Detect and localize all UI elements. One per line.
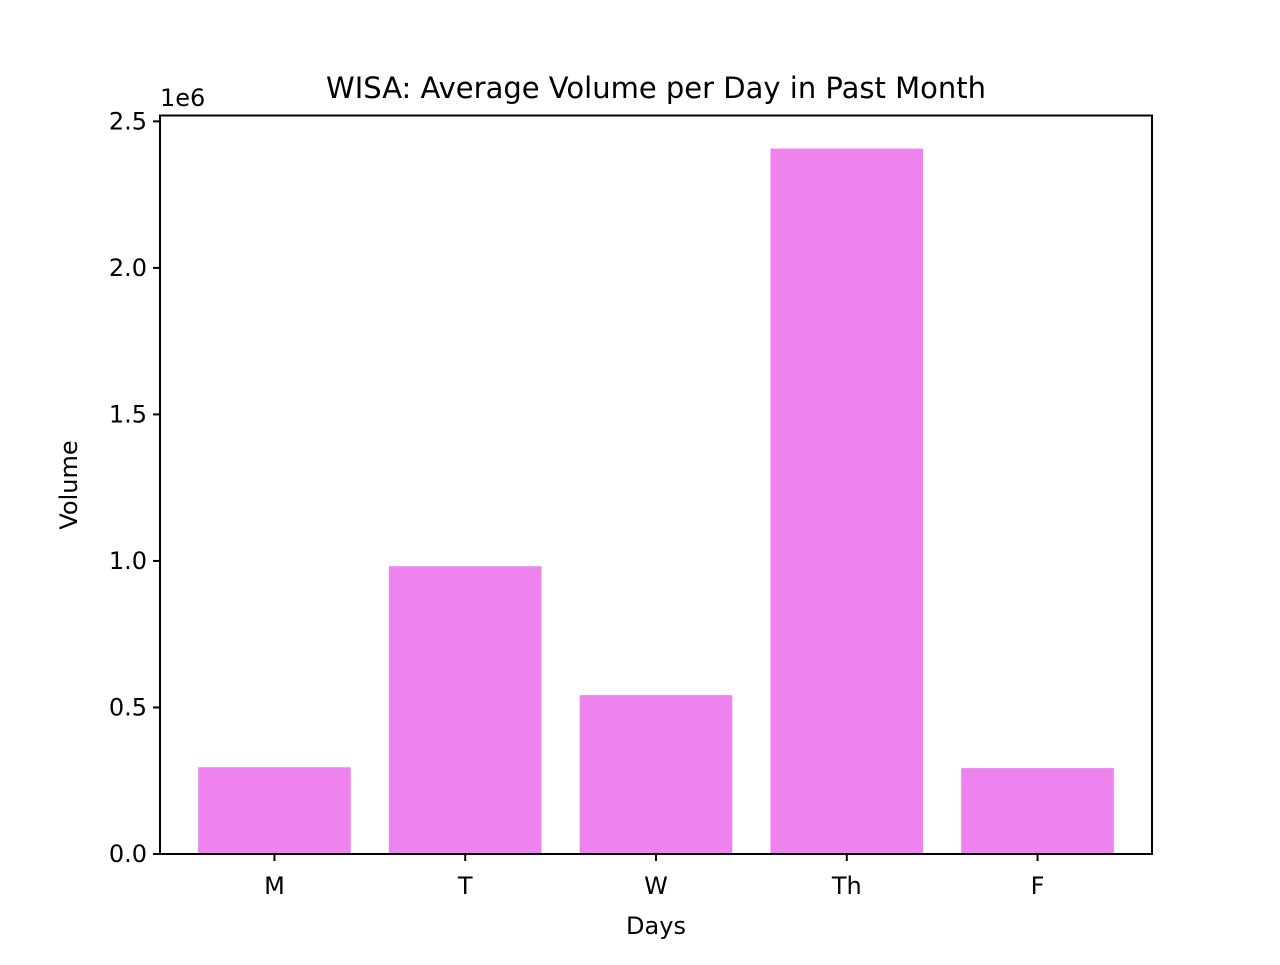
y-tick-label: 2.5 bbox=[109, 107, 147, 135]
x-tick-label: F bbox=[1031, 872, 1045, 900]
bar-Th bbox=[770, 148, 924, 854]
y-tick-label: 0.5 bbox=[109, 693, 147, 721]
y-tick-label: 1.0 bbox=[109, 547, 147, 575]
y-axis: 0.0 0.5 1.0 1.5 2.0 2.5 bbox=[109, 107, 160, 868]
bar-T bbox=[388, 566, 542, 854]
x-tick-label: W bbox=[644, 872, 668, 900]
bar-F bbox=[961, 768, 1114, 854]
y-tick-label: 2.0 bbox=[109, 254, 147, 282]
x-tick-label: T bbox=[457, 872, 473, 900]
bar-W bbox=[579, 695, 733, 854]
bars-group bbox=[198, 148, 1114, 854]
x-tick-label: Th bbox=[831, 872, 862, 900]
bar-M bbox=[198, 767, 351, 854]
x-axis: M T W Th F bbox=[264, 854, 1044, 900]
y-tick-label: 1.5 bbox=[109, 400, 147, 428]
x-tick-label: M bbox=[264, 872, 285, 900]
chart-title: WISA: Average Volume per Day in Past Mon… bbox=[326, 71, 986, 105]
y-tick-label: 0.0 bbox=[109, 840, 147, 868]
y-axis-offset-label: 1e6 bbox=[160, 84, 205, 112]
x-axis-label: Days bbox=[626, 912, 686, 940]
y-axis-label: Volume bbox=[55, 440, 83, 529]
